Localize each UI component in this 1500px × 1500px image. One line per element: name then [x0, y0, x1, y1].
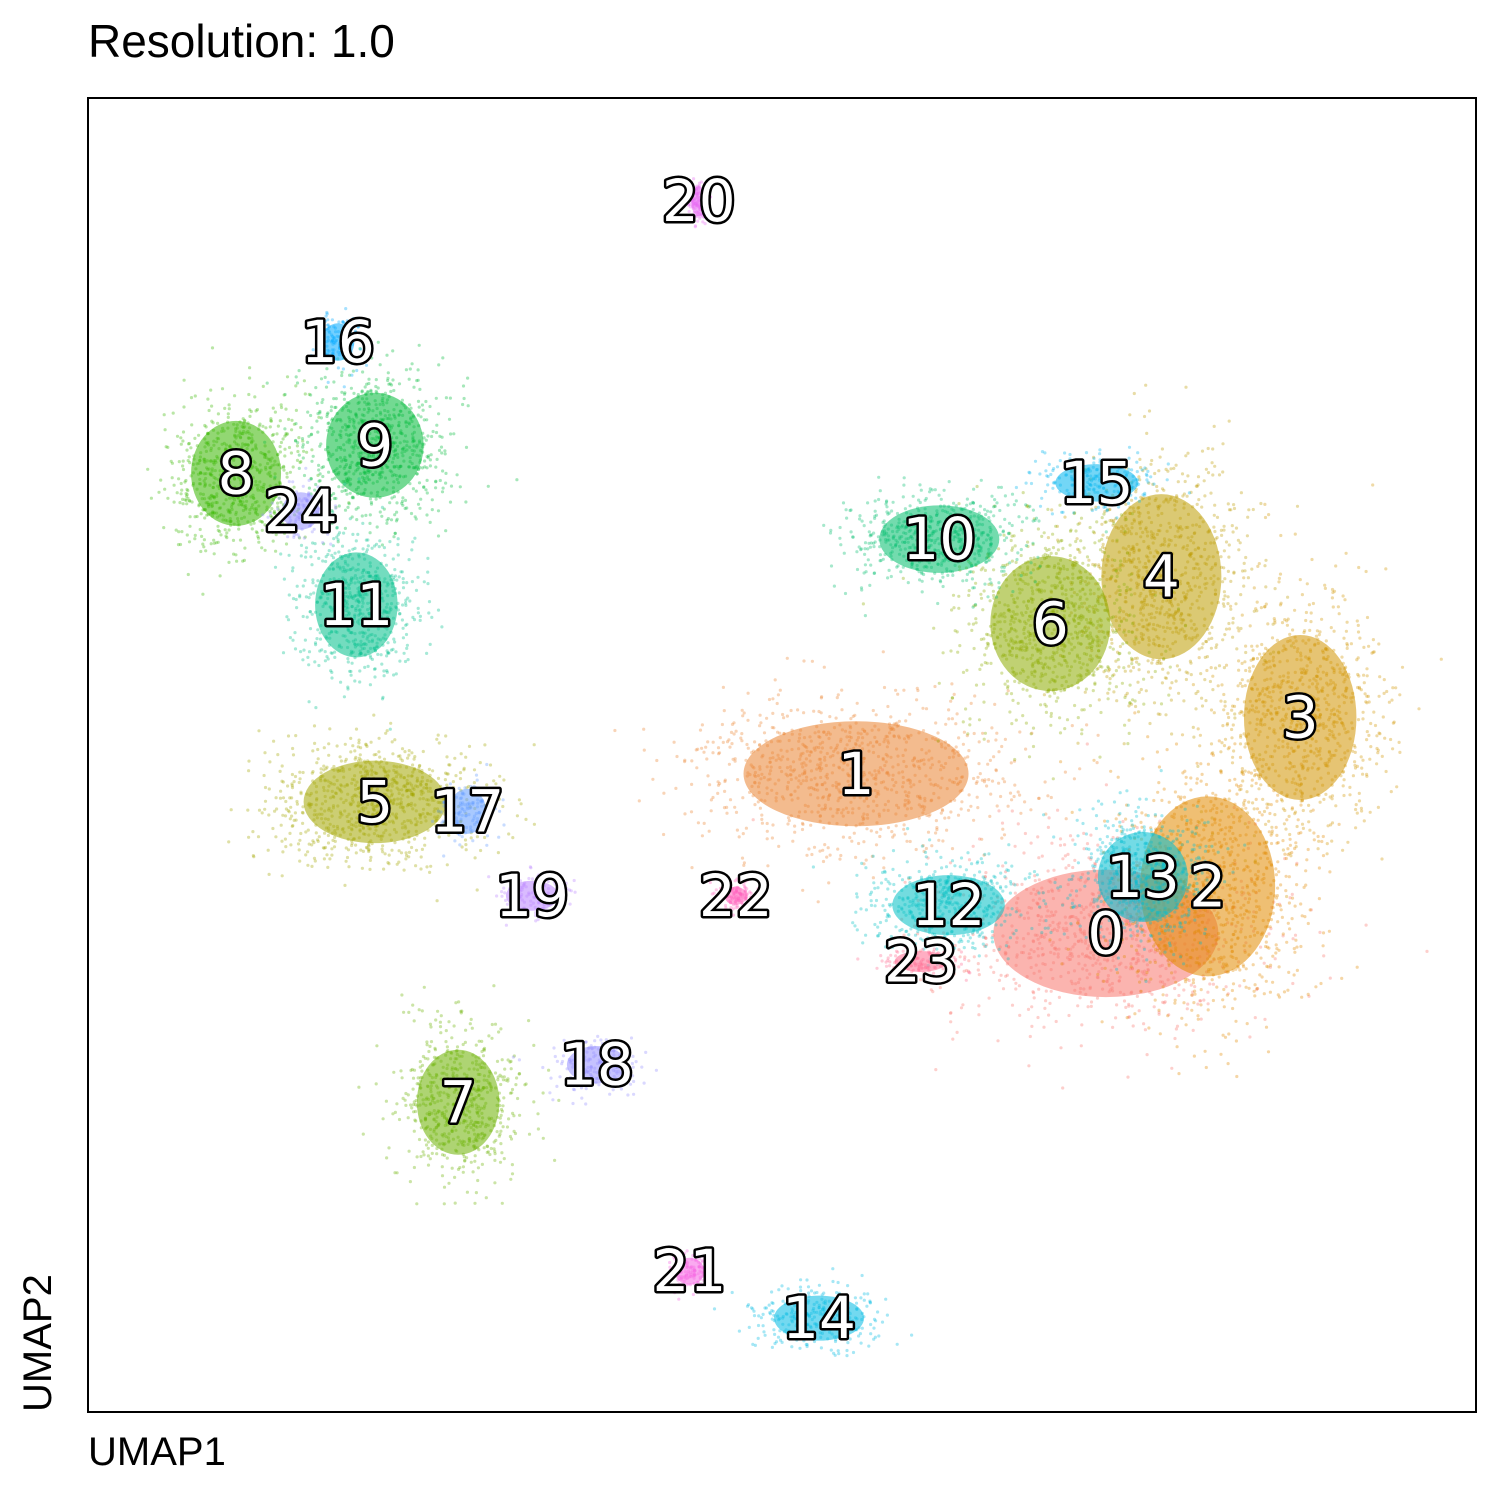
cluster-4-core	[1101, 494, 1222, 660]
cluster-6-points	[861, 467, 1188, 781]
cluster-7-points	[357, 984, 561, 1206]
cluster-2-core	[1140, 796, 1276, 977]
cluster-8-core	[191, 420, 282, 526]
cluster-16-core	[321, 323, 355, 361]
cluster-label-16: 16	[301, 308, 375, 376]
cluster-label-14: 14	[782, 1284, 856, 1352]
cluster-label-8: 8	[218, 439, 255, 507]
cluster-label-11: 11	[319, 571, 393, 639]
cluster-14-core	[774, 1295, 865, 1341]
cluster-15-core	[1055, 464, 1138, 502]
cluster-label-13: 13	[1106, 843, 1180, 911]
cluster-10-points	[822, 475, 1108, 618]
cluster-6-core	[990, 556, 1111, 692]
cluster-17-points	[430, 762, 506, 858]
cluster-label-0: 0	[1087, 899, 1124, 967]
cluster-label-18: 18	[560, 1031, 634, 1099]
cluster-4-points	[1019, 383, 1300, 769]
cluster-5-core	[303, 760, 447, 844]
cluster-16-points	[309, 307, 369, 389]
cluster-5-points	[227, 713, 537, 903]
cluster-13-points	[1042, 769, 1247, 984]
cluster-label-2: 2	[1189, 852, 1226, 920]
cluster-1-core	[743, 721, 969, 827]
cluster-label-22: 22	[699, 862, 773, 930]
cluster-3-points	[1168, 483, 1443, 899]
x-axis-label: UMAP1	[88, 1430, 226, 1474]
cluster-9-core	[326, 392, 424, 498]
cluster-point-clouds	[146, 177, 1443, 1358]
cluster-3-core	[1243, 634, 1357, 800]
cluster-14-points	[712, 1267, 914, 1358]
cluster-label-20: 20	[662, 167, 736, 235]
cluster-10-core	[879, 505, 1000, 573]
cluster-12-core	[892, 875, 1005, 936]
cluster-21-core	[674, 1257, 705, 1285]
cluster-20-core	[691, 186, 707, 217]
cluster-19-points	[487, 865, 577, 927]
cluster-label-6: 6	[1032, 590, 1069, 658]
cluster-7-core	[416, 1049, 500, 1155]
cluster-label-4: 4	[1143, 543, 1180, 611]
cluster-22-points	[708, 877, 762, 917]
cluster-11-core	[315, 552, 398, 658]
cluster-23-points	[856, 939, 972, 982]
cluster-label-21: 21	[653, 1237, 727, 1305]
cluster-17-core	[448, 788, 487, 834]
cluster-label-9: 9	[356, 411, 393, 479]
cluster-label-5: 5	[356, 768, 393, 836]
cluster-label-3: 3	[1282, 683, 1319, 751]
cluster-9-points	[263, 340, 519, 547]
cluster-24-points	[261, 466, 338, 546]
plot-frame	[87, 97, 1477, 1413]
cluster-20-points	[686, 177, 713, 229]
cluster-13-core	[1097, 832, 1188, 923]
cluster-21-points	[668, 1246, 713, 1301]
cluster-label-12: 12	[912, 871, 986, 939]
cluster-23-core	[894, 950, 948, 972]
cluster-11-points	[273, 477, 444, 731]
cluster-8-points	[146, 346, 351, 596]
cluster-1-points	[613, 650, 1100, 904]
cluster-19-core	[505, 880, 559, 911]
cluster-label-7: 7	[440, 1068, 477, 1136]
cluster-label-10: 10	[902, 505, 976, 573]
y-axis-label: UMAP2	[16, 1274, 60, 1412]
cluster-18-points	[511, 1034, 659, 1106]
cluster-15-points	[1014, 445, 1191, 520]
chart-title: Resolution: 1.0	[88, 15, 395, 67]
cluster-label-15: 15	[1060, 449, 1134, 517]
cluster-label-19: 19	[495, 862, 569, 930]
cluster-label-24: 24	[264, 477, 338, 545]
cluster-12-points	[811, 827, 1099, 968]
cluster-label-23: 23	[884, 927, 958, 995]
cluster-label-1: 1	[838, 740, 875, 808]
cluster-18-core	[566, 1045, 627, 1084]
cluster-22-core	[724, 886, 747, 905]
cluster-label-17: 17	[430, 777, 504, 845]
cluster-24-core	[282, 492, 320, 530]
